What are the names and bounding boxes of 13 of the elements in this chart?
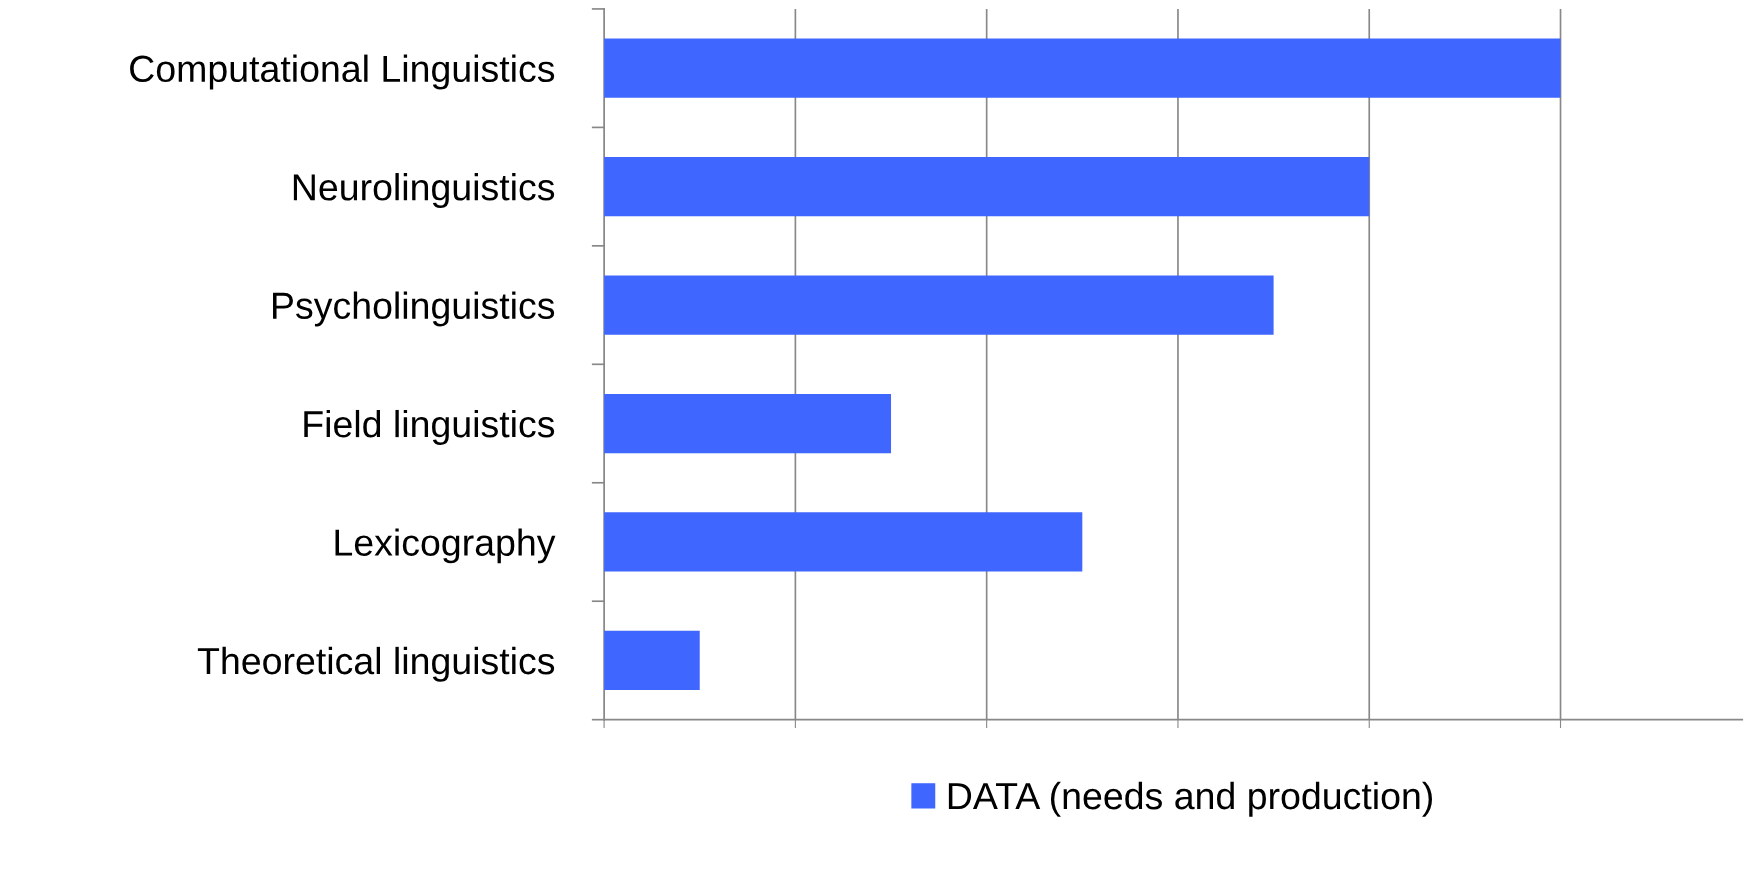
y-tick-label: Neurolinguistics	[293, 173, 555, 208]
y-tick-label: Field linguistics	[304, 409, 555, 445]
y-tick-label: Theoretical linguistics	[197, 646, 555, 682]
bar	[604, 275, 1274, 335]
bar	[604, 157, 1370, 217]
bar	[604, 393, 892, 454]
bar	[604, 512, 1083, 572]
legend-label: DATA (needs and production)	[948, 781, 1432, 817]
bar	[604, 38, 1561, 98]
y-tick-label: Lexicography	[335, 528, 556, 564]
bar	[604, 630, 700, 691]
y-tick-label: Computational Linguistics	[130, 54, 555, 90]
y-tick-label: Psycholinguistics	[273, 291, 555, 327]
